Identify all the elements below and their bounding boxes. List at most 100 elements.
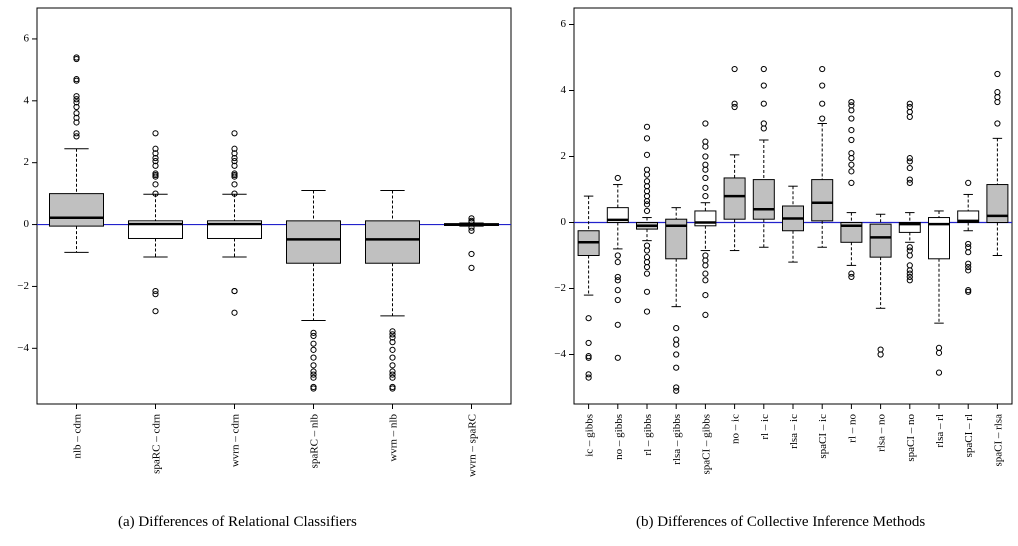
x-category-label: rlsa – gibbs xyxy=(671,414,683,465)
outlier-point xyxy=(906,158,913,165)
y-tick-label: 6 xyxy=(561,18,567,30)
x-category-label: rl – ic xyxy=(759,414,771,440)
x-category-label: nlb – cdrn xyxy=(72,414,84,459)
outlier-point xyxy=(614,321,621,328)
outlier-point xyxy=(906,270,913,277)
box-body xyxy=(986,184,1009,224)
outlier-point xyxy=(702,257,709,264)
outlier-point xyxy=(848,98,855,106)
outlier-point xyxy=(389,385,396,392)
outlier-point xyxy=(965,240,972,248)
box-body xyxy=(365,220,420,264)
box-14 xyxy=(986,70,1009,256)
x-category-label: spaCI – gibbs xyxy=(700,414,712,475)
outlier-point xyxy=(389,354,396,361)
outlier-point xyxy=(310,371,317,378)
outlier-point xyxy=(614,252,621,259)
outlier-point xyxy=(702,193,709,200)
box-3 xyxy=(665,207,688,394)
x-category-label: rl – no xyxy=(846,414,858,443)
outlier-point xyxy=(906,103,913,111)
outlier-point xyxy=(848,127,855,134)
outlier-point xyxy=(643,166,651,173)
outlier-point xyxy=(231,145,238,152)
outlier-point xyxy=(310,385,317,392)
outlier-point xyxy=(152,181,159,188)
y-tick-label: −2 xyxy=(17,280,29,292)
outlier-point xyxy=(614,354,621,361)
outlier-point xyxy=(585,354,592,361)
outlier-point xyxy=(906,155,913,162)
x-category-label: no – ic xyxy=(730,414,742,444)
y-tick-label: 0 xyxy=(24,218,30,230)
outlier-point xyxy=(731,103,738,111)
box-12 xyxy=(928,210,950,376)
box-body xyxy=(811,179,834,222)
outlier-point xyxy=(673,364,680,371)
outlier-point xyxy=(73,54,80,61)
outlier-point xyxy=(643,201,651,208)
outlier-point xyxy=(643,288,651,295)
outlier-point xyxy=(965,263,972,271)
outlier-point xyxy=(73,110,80,117)
outlier-point xyxy=(152,130,159,137)
outlier-point xyxy=(760,82,767,89)
outlier-point xyxy=(614,287,621,294)
outlier-point xyxy=(389,374,396,381)
outlier-point xyxy=(994,70,1001,78)
outlier-point xyxy=(877,351,884,358)
box-2 xyxy=(636,123,658,315)
outlier-point xyxy=(231,181,238,188)
box-0 xyxy=(49,54,104,253)
outlier-point xyxy=(73,99,80,106)
outlier-point xyxy=(231,154,238,162)
outlier-point xyxy=(614,259,621,266)
chart-collective-inference: −4 −2 0 2 4 6 ic – gibbs no – gibbs rl – gibbs rl… xyxy=(554,7,1013,475)
outlier-point xyxy=(760,125,767,132)
box-5 xyxy=(723,65,746,252)
outlier-point xyxy=(673,351,680,358)
outlier-point xyxy=(585,371,592,378)
outlier-point xyxy=(152,287,159,295)
box-1 xyxy=(128,130,183,315)
outlier-point xyxy=(702,262,709,269)
outlier-point xyxy=(231,309,238,316)
outlier-point xyxy=(231,130,238,137)
outlier-point xyxy=(389,346,396,353)
y-tick-label: 2 xyxy=(561,150,567,162)
outlier-point xyxy=(585,315,592,322)
outlier-point xyxy=(906,247,913,254)
outlier-point xyxy=(73,119,80,126)
outlier-point xyxy=(231,158,238,165)
outlier-point xyxy=(965,260,972,267)
outlier-point xyxy=(73,76,80,83)
outlier-point xyxy=(152,170,159,177)
outlier-point xyxy=(935,369,943,376)
outlier-point xyxy=(819,115,826,122)
y-tick-label: −2 xyxy=(554,282,566,294)
outlier-point xyxy=(906,164,913,172)
y-tick-label: 4 xyxy=(561,84,567,96)
outlier-point xyxy=(389,334,396,341)
outlier-point xyxy=(702,292,709,299)
box-body xyxy=(840,222,863,243)
outlier-point xyxy=(848,273,855,281)
x-category-label: spaRC – cdrn xyxy=(151,414,163,474)
outlier-point xyxy=(760,100,767,107)
y-tick-label: −4 xyxy=(17,342,29,354)
outlier-point xyxy=(673,325,680,332)
outlier-point xyxy=(389,362,396,369)
outlier-point xyxy=(310,346,317,353)
outlier-point xyxy=(468,227,475,234)
outlier-point xyxy=(614,273,621,281)
outlier-point xyxy=(760,65,767,73)
outlier-point xyxy=(643,188,651,195)
outlier-point xyxy=(310,354,317,361)
outlier-point xyxy=(965,288,972,295)
outlier-point xyxy=(643,263,651,271)
outlier-point xyxy=(643,254,651,261)
outlier-point xyxy=(152,162,159,169)
outlier-point xyxy=(389,328,396,335)
outlier-point xyxy=(389,331,396,338)
